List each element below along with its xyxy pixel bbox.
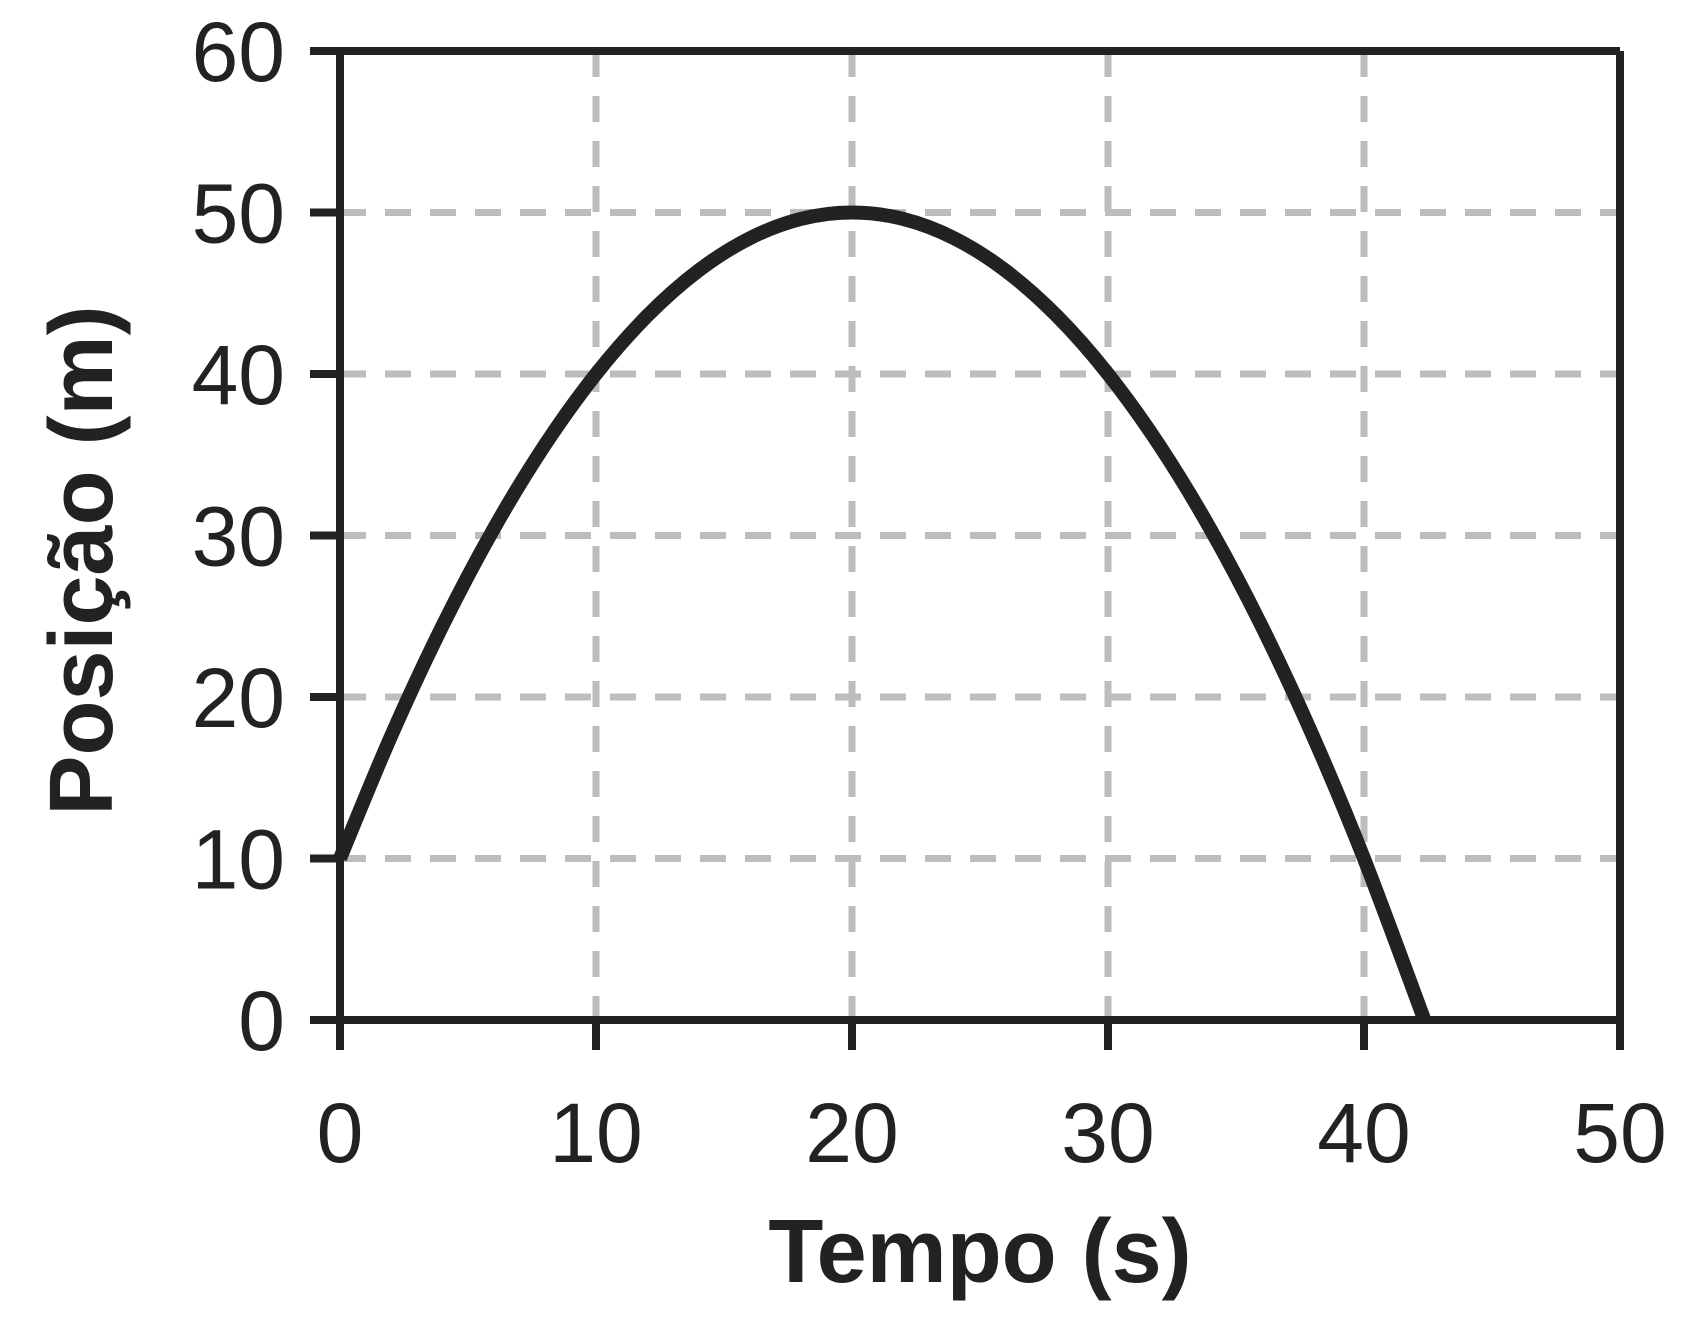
x-tick-label: 50 bbox=[1573, 1086, 1666, 1180]
x-tick-label: 0 bbox=[317, 1086, 364, 1180]
y-tick-label: 10 bbox=[192, 813, 285, 907]
x-axis-title: Tempo (s) bbox=[768, 1202, 1191, 1302]
y-tick-label: 60 bbox=[192, 5, 285, 99]
y-tick-label: 20 bbox=[192, 651, 285, 745]
x-tick-label: 30 bbox=[1061, 1086, 1154, 1180]
tick-labels: 0 10 20 30 40 50 60 0 10 20 30 40 50 bbox=[192, 5, 1667, 1180]
y-tick-label: 40 bbox=[192, 328, 285, 422]
series-line bbox=[333, 205, 1431, 1023]
y-tick-label: 0 bbox=[238, 974, 285, 1068]
y-tick-label: 50 bbox=[192, 167, 285, 261]
x-tick-label: 10 bbox=[549, 1086, 642, 1180]
x-tick-label: 20 bbox=[805, 1086, 898, 1180]
data-series bbox=[333, 205, 1431, 1023]
grid bbox=[340, 51, 1620, 1020]
y-tick-label: 30 bbox=[192, 490, 285, 584]
axes bbox=[310, 47, 1624, 1050]
x-tick-label: 40 bbox=[1317, 1086, 1410, 1180]
y-axis-title: Posição (m) bbox=[32, 305, 132, 815]
